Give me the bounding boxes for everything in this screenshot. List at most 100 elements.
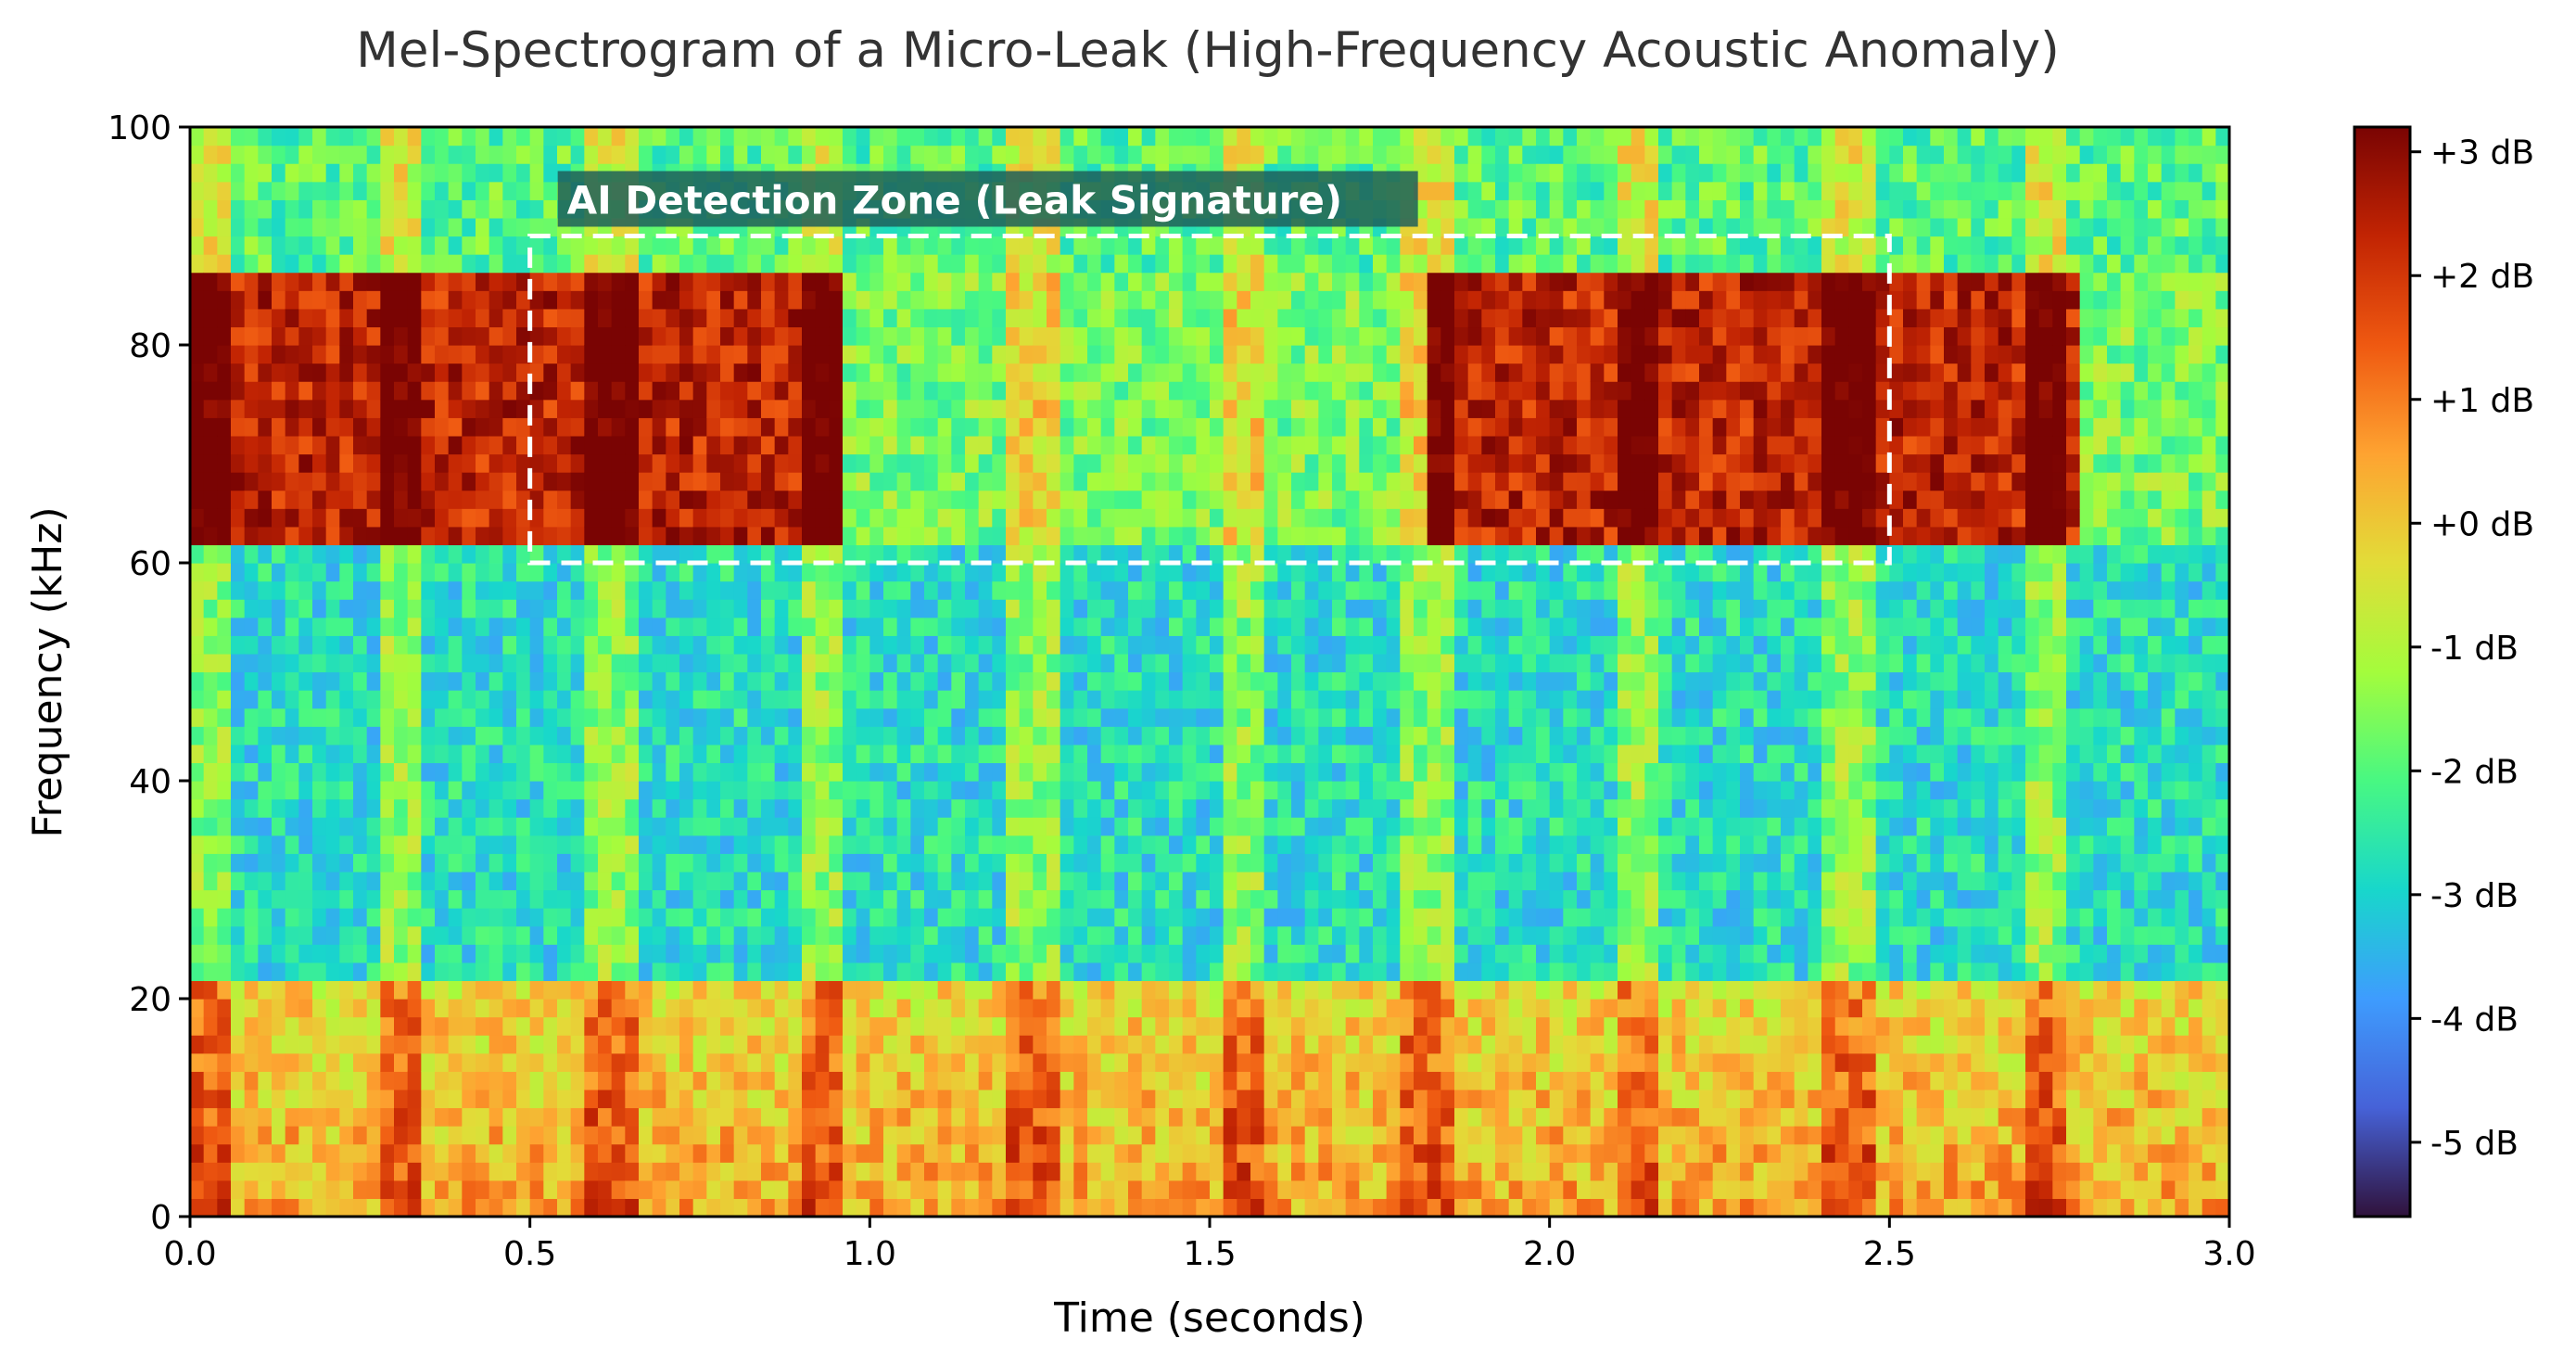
heatmap-cell (625, 1089, 640, 1109)
heatmap-cell (1237, 563, 1251, 582)
heatmap-cell (190, 653, 205, 673)
heatmap-cell (883, 326, 898, 346)
heatmap-cell (1182, 417, 1197, 437)
heatmap-cell (883, 944, 898, 963)
heatmap-cell (1263, 817, 1278, 836)
heatmap-cell (543, 345, 558, 364)
heatmap-cell (272, 508, 286, 528)
heatmap-cell (1128, 707, 1143, 727)
heatmap-cell (625, 381, 640, 401)
heatmap-cell (815, 417, 830, 437)
heatmap-cell (1196, 671, 1211, 691)
heatmap-cell (584, 145, 599, 164)
heatmap-cell (1073, 835, 1088, 854)
heatmap-cell (325, 853, 340, 873)
heatmap-cell (598, 272, 613, 291)
heatmap-cell (1182, 999, 1197, 1018)
heatmap-cell (394, 217, 409, 237)
heatmap-cell (1073, 272, 1088, 291)
heatmap-cell (679, 853, 694, 873)
heatmap-cell (1100, 308, 1115, 328)
heatmap-cell (285, 980, 299, 1000)
heatmap-cell (190, 962, 205, 982)
heatmap-cell (611, 671, 626, 691)
heatmap-cell (652, 145, 666, 164)
heatmap-cell (516, 526, 531, 546)
heatmap-cell (448, 417, 463, 437)
heatmap-cell (625, 671, 640, 691)
heatmap-cell (285, 762, 299, 782)
heatmap-cell (543, 435, 558, 455)
heatmap-cell (462, 671, 476, 691)
heatmap-cell (774, 1143, 789, 1163)
heatmap-cell (1060, 236, 1074, 255)
heatmap-cell (1277, 726, 1292, 746)
heatmap-cell (353, 871, 368, 891)
heatmap-cell (366, 1143, 381, 1163)
heatmap-cell (611, 635, 626, 655)
heatmap-cell (312, 653, 327, 673)
heatmap-cell (1304, 145, 1319, 164)
heatmap-cell (856, 526, 870, 546)
heatmap-cell (733, 617, 748, 636)
heatmap-cell (543, 127, 558, 147)
heatmap-cell (1006, 490, 1021, 509)
heatmap-cell (584, 326, 599, 346)
heatmap-cell (285, 1179, 299, 1200)
heatmap-cell (1155, 236, 1170, 255)
heatmap-cell (244, 1126, 259, 1145)
heatmap-cell (1169, 617, 1184, 636)
heatmap-cell (1114, 944, 1129, 963)
heatmap-cell (1210, 889, 1225, 909)
heatmap-cell (1100, 490, 1115, 509)
heatmap-cell (747, 1071, 762, 1090)
heatmap-cell (1060, 671, 1074, 691)
heatmap-cell (1237, 853, 1251, 873)
heatmap-cell (353, 544, 368, 564)
heatmap-cell (1210, 1162, 1225, 1181)
heatmap-cell (1033, 617, 1047, 636)
heatmap-cell (883, 272, 898, 291)
heatmap-cell (625, 308, 640, 328)
heatmap-cell (529, 671, 544, 691)
heatmap-cell (1141, 762, 1156, 782)
heatmap-cell (652, 1162, 666, 1181)
heatmap-cell (502, 707, 517, 727)
heatmap-cell (312, 381, 327, 401)
heatmap-cell (1250, 1052, 1265, 1072)
heatmap-cell (1060, 798, 1074, 818)
heatmap-cell (557, 908, 572, 927)
heatmap-cell (666, 762, 680, 782)
heatmap-cell (733, 1179, 748, 1200)
heatmap-cell (924, 490, 939, 509)
heatmap-cell (421, 798, 436, 818)
heatmap-cell (1060, 925, 1074, 945)
heatmap-cell (1263, 1071, 1278, 1090)
heatmap-cell (1047, 254, 1061, 274)
heatmap-cell (502, 163, 517, 183)
heatmap-cell (312, 526, 327, 546)
heatmap-cell (1019, 1089, 1034, 1109)
heatmap-cell (339, 762, 354, 782)
heatmap-cell (1210, 653, 1225, 673)
heatmap-cell (1318, 962, 1333, 982)
heatmap-cell (285, 853, 299, 873)
heatmap-cell (639, 272, 654, 291)
heatmap-cell (1019, 127, 1034, 147)
heatmap-cell (217, 490, 232, 509)
heatmap-cell (1237, 326, 1251, 346)
heatmap-cell (802, 1052, 817, 1072)
heatmap-cell (476, 544, 490, 564)
heatmap-cell (1318, 1162, 1333, 1181)
heatmap-cell (843, 1179, 857, 1200)
heatmap-cell (666, 653, 680, 673)
heatmap-cell (856, 1179, 870, 1200)
heatmap-cell (965, 272, 980, 291)
heatmap-cell (516, 599, 531, 618)
heatmap-cell (774, 925, 789, 945)
heatmap-cell (1304, 853, 1319, 873)
heatmap-cell (312, 272, 327, 291)
heatmap-cell (1033, 744, 1047, 764)
heatmap-cell (407, 925, 422, 945)
heatmap-cell (937, 326, 952, 346)
